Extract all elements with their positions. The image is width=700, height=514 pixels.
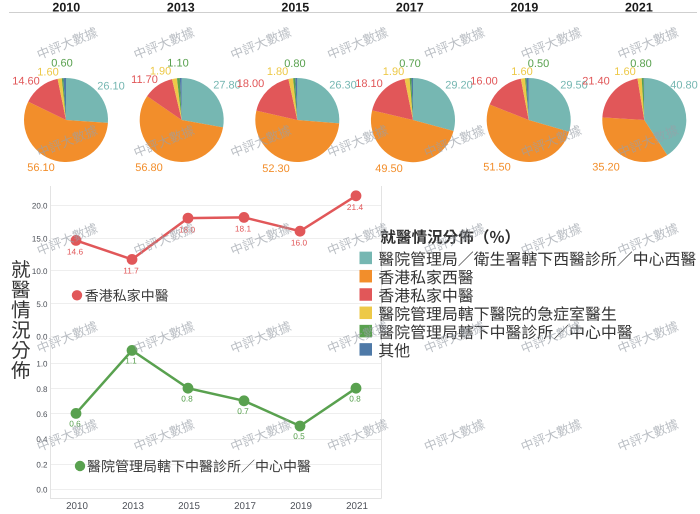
- svg-text:0.8: 0.8: [349, 393, 361, 403]
- svg-text:0.5: 0.5: [293, 431, 305, 441]
- svg-text:0.60: 0.60: [51, 58, 72, 70]
- svg-text:40.80: 40.80: [670, 80, 698, 92]
- svg-text:0.50: 0.50: [528, 58, 549, 70]
- svg-text:18.1: 18.1: [235, 224, 252, 234]
- svg-text:51.50: 51.50: [483, 162, 511, 174]
- svg-text:2017: 2017: [396, 0, 424, 14]
- svg-text:0.6: 0.6: [69, 419, 81, 429]
- svg-text:16.00: 16.00: [470, 76, 498, 88]
- svg-text:35.20: 35.20: [592, 161, 620, 173]
- svg-text:0.2: 0.2: [36, 460, 48, 469]
- svg-text:0.80: 0.80: [284, 58, 305, 70]
- svg-text:14.6: 14.6: [67, 247, 84, 257]
- svg-text:1.60: 1.60: [614, 66, 635, 78]
- svg-text:11.70: 11.70: [131, 74, 158, 86]
- svg-text:49.50: 49.50: [375, 163, 403, 175]
- svg-text:14.60: 14.60: [12, 76, 40, 88]
- svg-text:29.50: 29.50: [560, 80, 588, 92]
- svg-text:56.80: 56.80: [135, 162, 163, 174]
- svg-text:5.0: 5.0: [36, 300, 48, 309]
- svg-text:0.4: 0.4: [36, 435, 48, 444]
- svg-text:1.10: 1.10: [167, 58, 188, 70]
- svg-text:1.0: 1.0: [36, 360, 48, 369]
- svg-text:2010: 2010: [52, 0, 80, 14]
- svg-text:27.80: 27.80: [213, 80, 241, 92]
- svg-text:18.10: 18.10: [355, 78, 383, 90]
- svg-text:1.60: 1.60: [511, 66, 532, 78]
- svg-text:10.0: 10.0: [32, 267, 48, 276]
- svg-text:2019: 2019: [290, 501, 312, 512]
- svg-text:21.4: 21.4: [347, 202, 364, 212]
- svg-text:1.60: 1.60: [37, 67, 58, 79]
- svg-text:21.40: 21.40: [582, 76, 610, 88]
- svg-text:18.0: 18.0: [179, 224, 196, 234]
- svg-text:15.0: 15.0: [32, 234, 48, 243]
- svg-text:0.8: 0.8: [36, 385, 48, 394]
- svg-text:0.6: 0.6: [36, 410, 48, 419]
- svg-text:1.90: 1.90: [150, 66, 171, 78]
- svg-text:2015: 2015: [281, 0, 309, 14]
- svg-text:1.90: 1.90: [383, 66, 404, 78]
- svg-text:1.80: 1.80: [267, 66, 288, 78]
- svg-text:11.7: 11.7: [123, 266, 139, 276]
- svg-text:26.10: 26.10: [97, 81, 125, 93]
- svg-text:2013: 2013: [122, 501, 144, 512]
- svg-text:0.0: 0.0: [36, 486, 48, 495]
- svg-text:0.0: 0.0: [36, 333, 48, 342]
- svg-text:56.10: 56.10: [27, 162, 55, 174]
- svg-text:2021: 2021: [346, 501, 368, 512]
- svg-text:2010: 2010: [66, 501, 88, 512]
- svg-text:29.20: 29.20: [445, 80, 473, 92]
- svg-text:0.80: 0.80: [630, 58, 651, 70]
- svg-text:2013: 2013: [167, 0, 195, 14]
- svg-text:0.7: 0.7: [237, 406, 249, 416]
- svg-text:18.00: 18.00: [237, 78, 265, 90]
- svg-text:16.0: 16.0: [291, 237, 308, 247]
- svg-text:1.1: 1.1: [125, 356, 137, 366]
- svg-text:2015: 2015: [178, 501, 200, 512]
- svg-text:2021: 2021: [625, 0, 653, 14]
- svg-text:2017: 2017: [234, 501, 256, 512]
- svg-text:0.70: 0.70: [399, 58, 420, 70]
- svg-text:2019: 2019: [510, 0, 538, 14]
- svg-text:0.8: 0.8: [181, 393, 193, 403]
- svg-text:52.30: 52.30: [262, 163, 290, 175]
- svg-text:26.30: 26.30: [329, 80, 357, 92]
- svg-text:20.0: 20.0: [32, 202, 48, 211]
